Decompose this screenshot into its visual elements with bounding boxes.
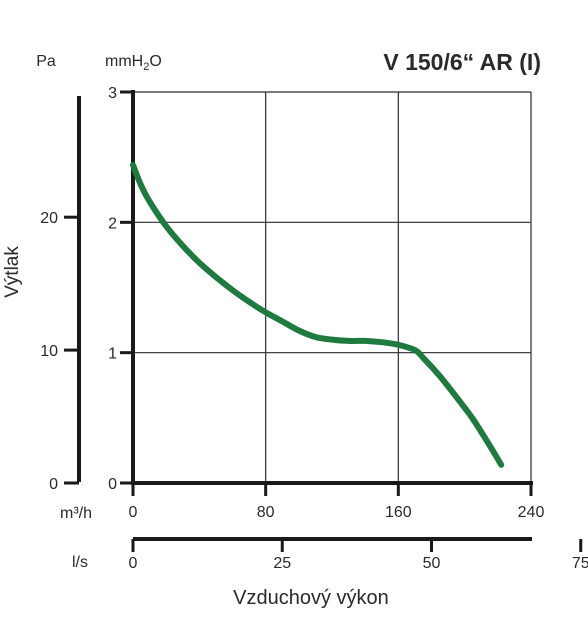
series-line	[130, 162, 505, 468]
x2-tick-label: 25	[273, 555, 291, 572]
x2-unit-label: l/s	[72, 554, 88, 571]
x-tick-label: 80	[257, 504, 275, 521]
x2-axis-ticks: 0 25 50 75	[129, 539, 588, 572]
mmh2o-tick-label: 2	[108, 215, 117, 232]
x2-tick-label: 0	[129, 555, 138, 572]
mmh2o-tick-label: 0	[108, 476, 117, 493]
pa-axis-ticks: 0 10 20	[40, 210, 79, 493]
x-tick-label: 160	[385, 504, 412, 521]
pa-tick-label: 0	[49, 476, 58, 493]
mmh2o-axis-ticks: 0 1 2 3	[108, 85, 133, 493]
pa-tick-label: 10	[40, 343, 58, 360]
grid-lines	[133, 91, 532, 483]
x-unit-label: m³/h	[60, 505, 92, 522]
mmh2o-tick-label: 1	[108, 346, 117, 363]
x-axis-ticks: 0 80 160 240	[129, 483, 545, 521]
y-axis-title: Výtlak	[2, 246, 23, 298]
mmh2o-unit-label: mmH2O	[105, 53, 162, 73]
chart-title: V 150/6“ AR (I)	[383, 49, 541, 75]
pa-unit-label: Pa	[36, 53, 56, 70]
x2-tick-label: 75	[572, 555, 588, 572]
x-axis-title: Vzduchový výkon	[233, 587, 389, 609]
pa-tick-label: 20	[40, 210, 58, 227]
x-tick-label: 0	[129, 504, 138, 521]
mmh2o-tick-label: 3	[108, 85, 117, 102]
x-tick-label: 240	[518, 504, 545, 521]
x2-tick-label: 50	[423, 555, 441, 572]
